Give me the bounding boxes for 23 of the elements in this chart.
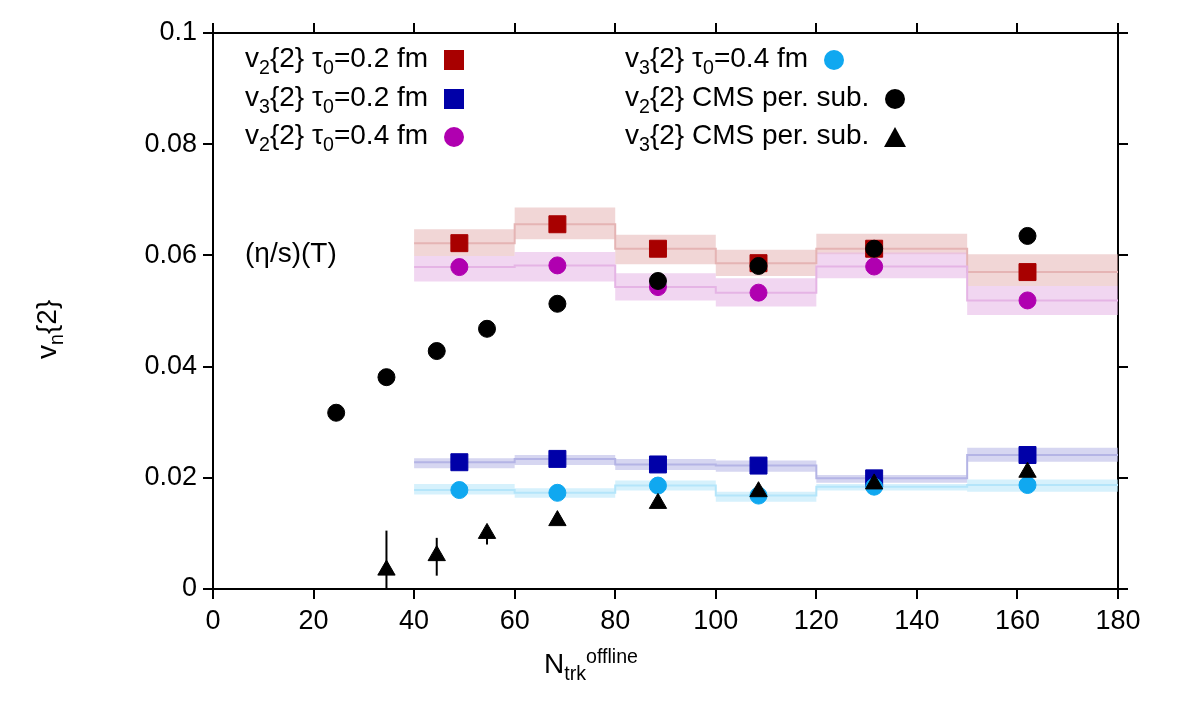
x-tick-label: 60 [499,604,530,635]
legend-label: v$_{3}${2} τ$_{0}$=0.2 fm [245,80,429,118]
x-tick-label: 180 [1095,604,1141,635]
y-tick-label: 0.1 [159,16,197,47]
x-tick-label: 100 [693,604,739,635]
x-tick-label: 160 [994,604,1040,635]
legend-label: v$_{3}${2} τ$_{0}$=0.4 fm [625,42,809,79]
legend-label: v$_{2}${2} τ$_{0}$=0.4 fm [245,119,429,156]
annotation: (η/s)(T) [245,237,337,269]
x-tick-label: 80 [600,604,631,635]
legend-label: v$_{2}${2} τ$_{0}$=0.2 fm [245,42,429,79]
x-tick-label: 140 [894,604,940,635]
y-tick-label: 0.06 [144,238,197,269]
legend-label: v$_{2}${2} CMS per. sub. [625,80,870,118]
legend-label: v$_{3}${2} CMS per. sub. [625,119,870,156]
x-tick-label: 0 [205,604,221,635]
y-tick-label: 0.04 [144,350,197,381]
y-tick-label: 0.08 [144,127,197,158]
y-tick-label: 0.02 [144,461,197,492]
y-tick-label: 0 [181,572,197,603]
x-tick-label: 120 [793,604,839,635]
x-tick-label: 20 [298,604,329,635]
x-tick-label: 40 [399,604,430,635]
